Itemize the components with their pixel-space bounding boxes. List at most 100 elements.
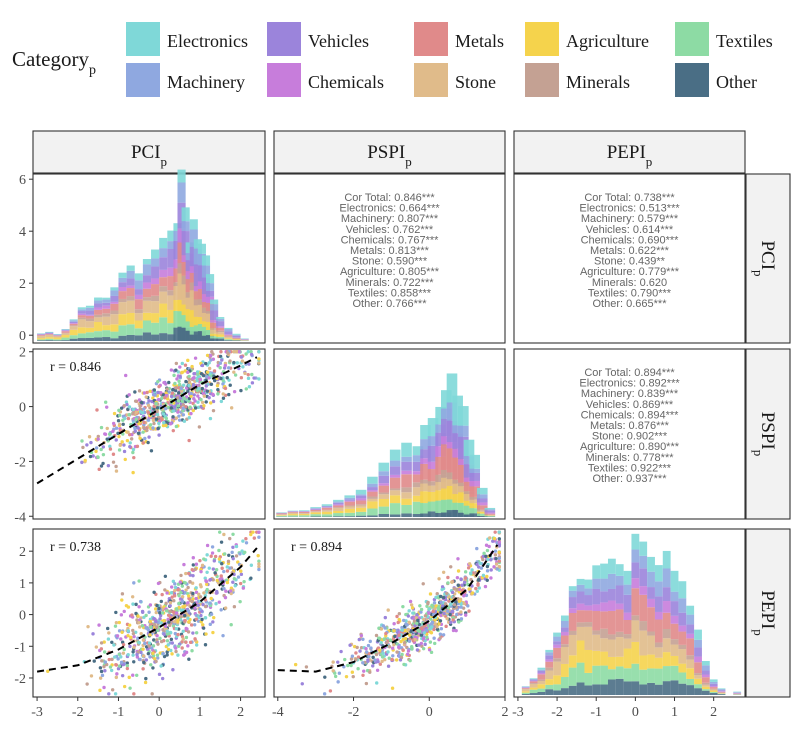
histogram-bar	[435, 482, 446, 491]
histogram-bar	[427, 445, 439, 462]
scatter-point	[422, 617, 426, 622]
histogram-bar	[701, 665, 710, 671]
scatter-point	[447, 595, 452, 599]
scatter-point	[225, 376, 229, 380]
histogram-bar	[77, 333, 86, 339]
histogram-bar	[458, 492, 469, 503]
correlation-line: Agriculture: 0.805***	[340, 266, 440, 278]
histogram-bar	[463, 500, 475, 506]
scatter-point	[155, 603, 159, 608]
scatter-point	[141, 667, 145, 671]
scatter-point	[415, 613, 419, 617]
scatter-point	[228, 359, 232, 363]
scatter-point	[131, 653, 135, 657]
scatter-point	[378, 648, 382, 652]
histogram-bar	[686, 678, 695, 686]
correlation-line: Chemicals: 0.690***	[581, 234, 680, 246]
scatter-point	[257, 377, 261, 381]
scatter-point	[131, 628, 135, 633]
histogram-bar	[210, 320, 219, 323]
histogram-bar	[298, 510, 310, 511]
scatter-point	[357, 637, 361, 642]
scatter-point	[193, 637, 197, 641]
histogram-bar	[355, 500, 367, 505]
scatter-point	[119, 613, 124, 617]
scatter-point	[239, 388, 243, 393]
scatter-point	[223, 606, 228, 610]
scatter-point	[402, 640, 407, 645]
histogram-bar	[85, 327, 95, 333]
scatter-point	[128, 444, 132, 449]
trend-line	[36, 547, 258, 673]
strip-col-label-pepi: PEPIp	[607, 142, 653, 169]
histogram-bar	[568, 667, 577, 686]
scatter-point	[339, 649, 343, 654]
histogram-bar	[94, 307, 103, 310]
histogram-bar	[344, 501, 356, 506]
histogram-bar	[420, 449, 431, 459]
scatter-point	[441, 595, 446, 600]
histogram-bar	[600, 665, 608, 685]
histogram-bar	[210, 328, 219, 330]
scatter-point	[165, 387, 169, 391]
scatter-point	[152, 638, 156, 642]
scatter-point	[156, 379, 160, 384]
scatter-point	[428, 592, 433, 596]
scatter-point	[191, 563, 196, 567]
correlation-line: Vehicles: 0.762***	[346, 224, 434, 236]
histogram-bar	[631, 615, 640, 621]
scatter-point	[207, 366, 212, 371]
scatter-point	[153, 393, 157, 397]
scatter-point	[155, 653, 160, 657]
histogram-bar	[560, 644, 569, 648]
histogram-bar	[709, 692, 718, 695]
histogram-bar	[378, 506, 390, 515]
scatter-point	[400, 628, 404, 632]
histogram-bar	[631, 533, 640, 550]
histogram-bar	[389, 466, 401, 475]
scatter-point	[113, 692, 118, 696]
scatter-point	[156, 581, 161, 586]
histogram-bar	[378, 498, 390, 507]
histogram-bar	[686, 633, 695, 639]
scatter-point	[199, 397, 203, 402]
scatter-point	[365, 650, 369, 654]
histogram-bar	[159, 237, 168, 249]
scatter-point	[462, 594, 466, 598]
histogram-bar	[367, 476, 378, 484]
histogram-bar	[662, 638, 671, 653]
scatter-point	[456, 596, 460, 601]
histogram-bar	[584, 626, 593, 650]
scatter-point	[220, 566, 224, 570]
histogram-bar	[576, 682, 585, 695]
scatter-point	[378, 662, 383, 666]
histogram-bar	[389, 495, 401, 504]
scatter-point	[497, 530, 502, 534]
histogram-bar	[126, 296, 135, 301]
correlation-line: Stone: 0.439**	[594, 256, 666, 268]
scatter-point	[409, 645, 414, 649]
scatter-point	[145, 390, 149, 395]
scatter-point	[454, 600, 458, 604]
histogram-bar	[344, 499, 356, 501]
histogram-bar	[476, 502, 488, 506]
histogram-bar	[458, 459, 469, 465]
scatter-point	[102, 685, 106, 690]
scatter-point	[211, 392, 215, 397]
scatter-point	[151, 666, 155, 670]
scatter-point	[187, 596, 191, 601]
histogram-bar	[600, 591, 608, 603]
scatter-point	[180, 370, 185, 375]
scatter-point	[161, 628, 165, 632]
histogram-bar	[639, 568, 648, 587]
scatter-point	[125, 661, 129, 665]
scatter-point	[183, 363, 188, 367]
histogram-bar	[521, 687, 530, 688]
scatter-point	[214, 602, 218, 606]
scatter-point	[209, 401, 213, 405]
histogram-bar	[458, 482, 469, 487]
scatter-point	[178, 374, 182, 379]
scatter-point	[222, 552, 227, 556]
scatter-point	[126, 629, 130, 633]
histogram-bar	[662, 652, 671, 667]
